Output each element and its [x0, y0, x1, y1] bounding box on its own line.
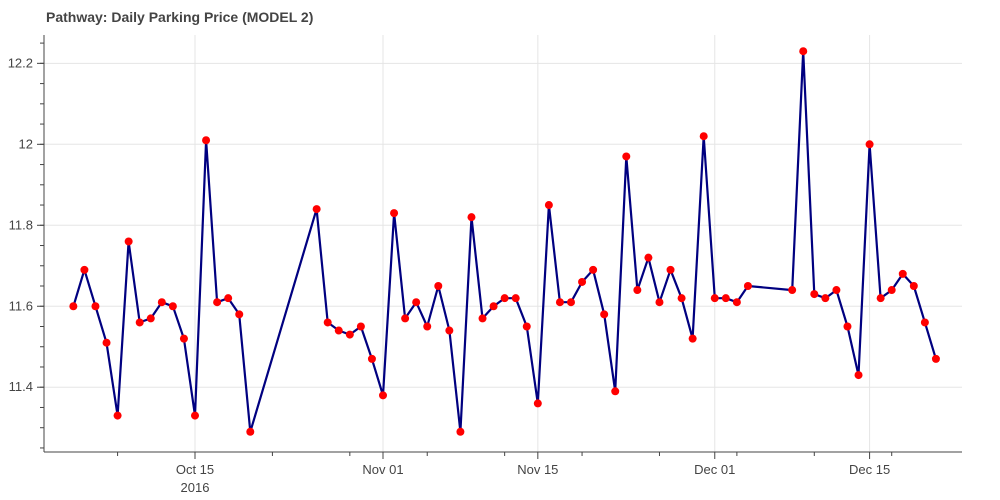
data-point: [224, 294, 233, 303]
data-point: [157, 298, 166, 307]
data-point: [113, 411, 122, 420]
data-point: [788, 286, 797, 295]
data-point: [456, 427, 465, 436]
data-point: [677, 294, 686, 303]
data-point: [710, 294, 719, 303]
data-point: [920, 318, 929, 327]
data-point: [246, 427, 255, 436]
data-point: [732, 298, 741, 307]
data-point: [489, 302, 498, 311]
data-point: [743, 282, 752, 291]
data-point: [876, 294, 885, 303]
data-point: [600, 310, 609, 319]
y-tick-label: 11.6: [9, 298, 33, 313]
data-point: [522, 322, 531, 331]
data-point: [843, 322, 852, 331]
data-point: [191, 411, 199, 420]
data-point: [666, 265, 675, 274]
data-point: [312, 205, 321, 214]
data-point: [146, 314, 155, 323]
data-point: [931, 354, 940, 363]
data-point: [345, 330, 354, 339]
data-point: [401, 314, 410, 323]
data-point: [832, 286, 841, 295]
data-point: [544, 201, 553, 210]
data-point: [821, 294, 830, 303]
y-tick-label: 11.8: [9, 217, 33, 232]
series-line: [72, 50, 937, 433]
data-point: [478, 314, 487, 323]
data-point: [898, 269, 907, 278]
data-point: [567, 298, 575, 307]
y-tick-label: 11.4: [9, 379, 33, 394]
data-point: [202, 136, 211, 145]
data-point: [533, 399, 542, 408]
data-point: [633, 286, 642, 295]
data-point: [235, 310, 244, 319]
x-tick-label: Nov 01: [362, 462, 403, 477]
y-tick-label: 12: [19, 136, 33, 151]
data-point: [379, 391, 387, 400]
data-point: [909, 282, 918, 291]
grid-lines: [44, 35, 962, 452]
data-point: [334, 326, 343, 335]
data-point: [555, 298, 564, 307]
x-tick-label: Dec 15: [849, 462, 890, 477]
x-tick-label: Oct 15: [176, 462, 214, 477]
y-tick-label: 12.2: [8, 55, 33, 70]
data-point: [179, 334, 188, 343]
data-point: [135, 318, 144, 327]
chart-title: Pathway: Daily Parking Price (MODEL 2): [46, 9, 314, 25]
data-point: [102, 338, 111, 347]
data-point: [854, 371, 863, 380]
data-point: [168, 302, 177, 311]
x-tick-label: Nov 15: [517, 462, 558, 477]
price-series: [69, 47, 940, 436]
data-point: [412, 298, 421, 307]
x-tick-label: Dec 01: [694, 462, 735, 477]
data-point: [699, 132, 708, 141]
data-point: [356, 322, 365, 331]
data-point: [578, 277, 587, 286]
data-point: [367, 354, 376, 363]
data-point: [655, 298, 664, 307]
data-point: [622, 152, 631, 161]
data-point: [589, 265, 598, 274]
tick-labels: 11.4 11.6 11.8 12 12.2 Oct 15 2016 Nov 01 Nov 15…: [8, 55, 891, 495]
data-point: [799, 47, 808, 56]
x-tick-sublabel: 2016: [181, 480, 210, 495]
data-point: [213, 298, 222, 307]
data-point: [611, 387, 620, 396]
data-point: [390, 209, 399, 218]
data-point: [887, 286, 896, 295]
data-point: [865, 140, 874, 149]
data-point: [721, 294, 730, 303]
data-point: [467, 213, 476, 222]
data-point: [511, 294, 520, 303]
data-point: [69, 302, 78, 311]
data-point: [445, 326, 454, 335]
data-point: [124, 237, 133, 246]
data-point: [80, 265, 89, 274]
data-point: [323, 318, 332, 327]
data-point: [500, 294, 509, 303]
data-point: [423, 322, 432, 331]
data-point: [644, 253, 653, 262]
data-point: [434, 282, 443, 291]
axes: [37, 35, 962, 459]
data-point: [688, 334, 697, 343]
data-point: [810, 290, 819, 299]
data-point: [91, 302, 100, 311]
